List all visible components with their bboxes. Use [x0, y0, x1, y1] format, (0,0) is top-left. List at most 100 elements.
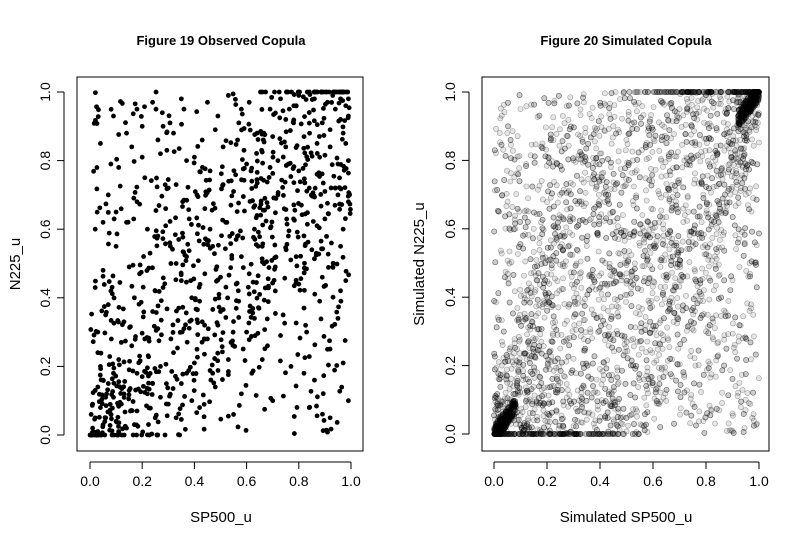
- data-point: [531, 226, 536, 231]
- data-point: [189, 222, 194, 227]
- data-point: [686, 240, 691, 245]
- data-point: [147, 387, 152, 392]
- data-point: [728, 288, 733, 293]
- data-point: [202, 427, 207, 432]
- x-tick-label: 1.0: [341, 473, 361, 489]
- data-point: [226, 179, 231, 184]
- data-point: [515, 305, 520, 310]
- data-point: [276, 158, 281, 163]
- data-point: [285, 222, 290, 227]
- data-point: [277, 90, 282, 95]
- data-point: [510, 129, 515, 134]
- data-point: [98, 141, 103, 146]
- data-point: [707, 148, 712, 153]
- data-point: [540, 226, 545, 231]
- data-point: [251, 369, 256, 374]
- data-point: [609, 345, 614, 350]
- data-point: [131, 399, 136, 404]
- data-point: [201, 225, 206, 230]
- data-point: [658, 264, 663, 269]
- data-point: [107, 231, 112, 236]
- data-point: [106, 242, 111, 247]
- data-point: [751, 143, 756, 148]
- data-point: [609, 91, 614, 96]
- data-point: [719, 390, 724, 395]
- data-point: [205, 100, 210, 105]
- data-point: [596, 297, 601, 302]
- data-point: [276, 190, 281, 195]
- data-point: [127, 325, 132, 330]
- data-point: [664, 387, 669, 392]
- data-point: [553, 419, 558, 424]
- data-point: [141, 285, 146, 290]
- data-point: [220, 218, 225, 223]
- data-point: [734, 179, 739, 184]
- data-point: [714, 214, 719, 219]
- data-point: [751, 334, 756, 339]
- data-point: [240, 157, 245, 162]
- data-point: [194, 216, 199, 221]
- data-point: [578, 371, 583, 376]
- data-point: [622, 96, 627, 101]
- data-point: [503, 390, 508, 395]
- data-point: [577, 271, 582, 276]
- data-point: [512, 213, 517, 218]
- data-point: [184, 158, 189, 163]
- data-point: [215, 114, 220, 119]
- data-point: [615, 331, 620, 336]
- data-point: [174, 309, 179, 314]
- data-point: [93, 279, 98, 284]
- data-point: [163, 241, 168, 246]
- data-point: [671, 319, 676, 324]
- data-point: [202, 323, 207, 328]
- data-point: [99, 309, 104, 314]
- data-point: [270, 235, 275, 240]
- data-point: [692, 171, 697, 176]
- data-point: [338, 288, 343, 293]
- data-point: [713, 374, 718, 379]
- data-point: [298, 336, 303, 341]
- data-point: [548, 385, 553, 390]
- data-point: [738, 405, 743, 410]
- y-tick-label: 1.0: [37, 82, 53, 102]
- data-point: [221, 330, 226, 335]
- data-point: [723, 210, 728, 215]
- data-point: [258, 213, 263, 218]
- data-point: [291, 180, 296, 185]
- data-point: [112, 217, 117, 222]
- data-point: [201, 242, 206, 247]
- data-point: [156, 369, 161, 374]
- data-point: [315, 122, 320, 127]
- data-point: [163, 223, 168, 228]
- data-point: [686, 209, 691, 214]
- data-point: [742, 242, 747, 247]
- data-point: [730, 331, 735, 336]
- data-point: [598, 285, 603, 290]
- data-point: [614, 422, 619, 427]
- data-point: [220, 377, 225, 382]
- data-point: [541, 413, 546, 418]
- data-point: [663, 192, 668, 197]
- data-point: [123, 410, 128, 415]
- data-point: [300, 212, 305, 217]
- data-point: [289, 364, 294, 369]
- data-point: [228, 140, 233, 145]
- data-point: [111, 381, 116, 386]
- data-point: [173, 277, 178, 282]
- data-point: [262, 407, 267, 412]
- data-point: [571, 156, 576, 161]
- data-point: [260, 107, 265, 112]
- data-point: [239, 107, 244, 112]
- data-point: [596, 192, 601, 197]
- data-point: [590, 361, 595, 366]
- data-point: [542, 96, 547, 101]
- data-point: [122, 379, 127, 384]
- data-point: [741, 253, 746, 258]
- data-point: [505, 123, 510, 128]
- chart-title: Figure 19 Observed Copula: [136, 33, 306, 48]
- data-point: [688, 354, 693, 359]
- data-point: [243, 358, 248, 363]
- data-point: [105, 387, 110, 392]
- data-point: [162, 281, 167, 286]
